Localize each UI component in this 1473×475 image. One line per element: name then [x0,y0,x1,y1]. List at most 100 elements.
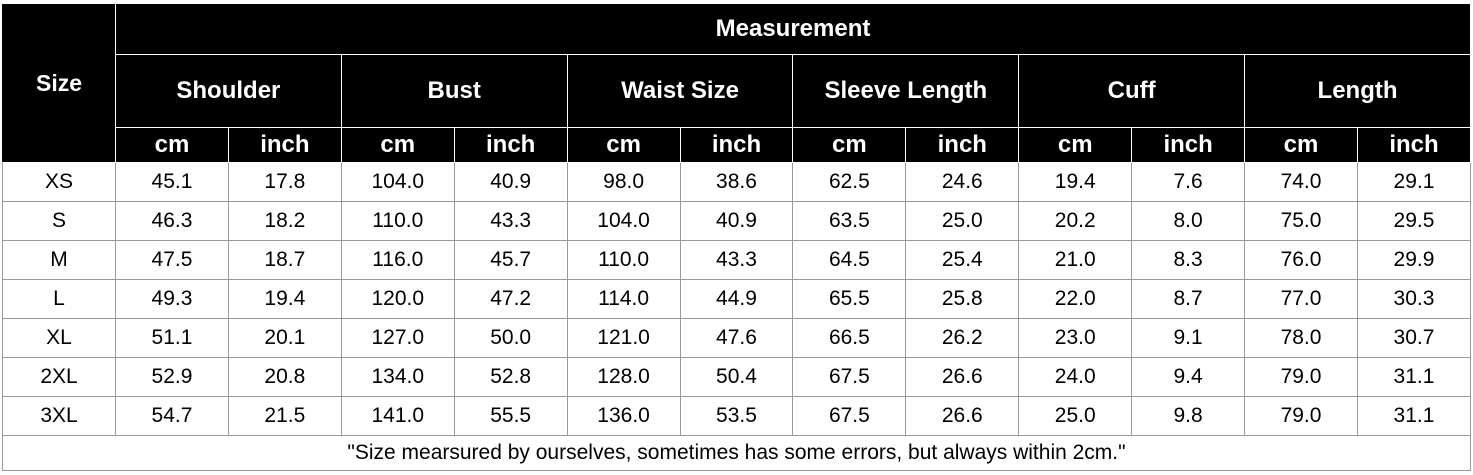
value-cell: 78.0 [1244,318,1358,358]
value-cell: 128.0 [566,357,681,397]
size-cell: 3XL [2,396,116,436]
size-cell: M [2,240,116,280]
value-cell: 104.0 [340,162,455,202]
value-cell: 104.0 [566,201,681,241]
value-cell: 64.5 [792,240,907,280]
value-cell: 114.0 [566,279,681,319]
value-cell: 26.6 [905,396,1020,436]
note-row: "Size mearsured by ourselves, sometimes … [2,435,1471,471]
value-cell: 45.1 [115,162,229,202]
group-header: Sleeve Length [792,54,1020,128]
value-cell: 110.0 [566,240,681,280]
value-cell: 136.0 [566,396,681,436]
size-header: Size [2,3,116,163]
value-cell: 49.3 [115,279,229,319]
unit-header: inch [227,127,342,163]
value-cell: 21.5 [227,396,342,436]
value-cell: 127.0 [340,318,455,358]
group-header: Bust [340,54,568,128]
value-cell: 18.2 [227,201,342,241]
value-cell: 7.6 [1131,162,1246,202]
value-cell: 50.0 [453,318,568,358]
value-cell: 79.0 [1244,396,1358,436]
size-cell: L [2,279,116,319]
value-cell: 77.0 [1244,279,1358,319]
value-cell: 74.0 [1244,162,1358,202]
value-cell: 18.7 [227,240,342,280]
unit-header: cm [566,127,681,163]
value-cell: 29.9 [1356,240,1472,280]
value-cell: 24.6 [905,162,1020,202]
value-cell: 67.5 [792,396,907,436]
value-cell: 19.4 [1018,162,1133,202]
value-cell: 75.0 [1244,201,1358,241]
value-cell: 26.6 [905,357,1020,397]
value-cell: 9.1 [1131,318,1246,358]
size-row: S 46.3 18.2 110.0 43.3 104.0 40.9 63.5 25.0 20.2 8… [2,201,1472,241]
size-row: L 49.3 19.4 120.0 47.2 114.0 44.9 65.5 25.8 22.0 8… [2,279,1472,319]
value-cell: 47.5 [115,240,229,280]
value-cell: 62.5 [792,162,907,202]
value-cell: 17.8 [227,162,342,202]
unit-header: inch [905,127,1020,163]
value-cell: 19.4 [227,279,342,319]
value-cell: 116.0 [340,240,455,280]
size-cell: XL [2,318,116,358]
unit-header: inch [1131,127,1246,163]
value-cell: 29.5 [1356,201,1472,241]
unit-header: inch [679,127,794,163]
value-cell: 55.5 [453,396,568,436]
value-cell: 141.0 [340,396,455,436]
value-cell: 53.5 [679,396,794,436]
unit-header: cm [1244,127,1358,163]
value-cell: 9.8 [1131,396,1246,436]
value-cell: 43.3 [453,201,568,241]
value-cell: 67.5 [792,357,907,397]
value-cell: 52.8 [453,357,568,397]
value-cell: 120.0 [340,279,455,319]
value-cell: 63.5 [792,201,907,241]
value-cell: 30.3 [1356,279,1472,319]
value-cell: 46.3 [115,201,229,241]
value-cell: 21.0 [1018,240,1133,280]
size-row: XL 51.1 20.1 127.0 50.0 121.0 47.6 66.5 26.2 23.0… [2,318,1472,358]
unit-header: inch [1356,127,1472,163]
group-header: Waist Size [566,54,794,128]
value-cell: 47.2 [453,279,568,319]
value-cell: 65.5 [792,279,907,319]
value-cell: 38.6 [679,162,794,202]
unit-header: cm [115,127,229,163]
value-cell: 31.1 [1356,357,1472,397]
value-cell: 24.0 [1018,357,1133,397]
value-cell: 8.0 [1131,201,1246,241]
value-cell: 20.8 [227,357,342,397]
group-header: Shoulder [115,54,342,128]
value-cell: 25.0 [905,201,1020,241]
value-cell: 25.8 [905,279,1020,319]
size-row: 2XL 52.9 20.8 134.0 52.8 128.0 50.4 67.5 26.6 24.… [2,357,1472,397]
value-cell: 8.7 [1131,279,1246,319]
value-cell: 110.0 [340,201,455,241]
size-row: M 47.5 18.7 116.0 45.7 110.0 43.3 64.5 25.4 21.0 8… [2,240,1472,280]
note: "Size mearsured by ourselves, sometimes … [2,435,1471,471]
size-cell: S [2,201,116,241]
size-row: XS 45.1 17.8 104.0 40.9 98.0 38.6 62.5 24.6 19.4 7… [2,162,1472,202]
value-cell: 30.7 [1356,318,1472,358]
unit-header: inch [453,127,568,163]
value-cell: 40.9 [679,201,794,241]
value-cell: 9.4 [1131,357,1246,397]
measurement-header: Measurement [115,3,1471,55]
value-cell: 25.4 [905,240,1020,280]
value-cell: 22.0 [1018,279,1133,319]
unit-header: cm [1018,127,1133,163]
value-cell: 121.0 [566,318,681,358]
value-cell: 134.0 [340,357,455,397]
value-cell: 43.3 [679,240,794,280]
value-cell: 26.2 [905,318,1020,358]
value-cell: 98.0 [566,162,681,202]
value-cell: 44.9 [679,279,794,319]
value-cell: 25.0 [1018,396,1133,436]
size-row: 3XL 54.7 21.5 141.0 55.5 136.0 53.5 67.5 26.6 25.… [2,396,1472,436]
value-cell: 29.1 [1356,162,1472,202]
unit-header: cm [340,127,455,163]
